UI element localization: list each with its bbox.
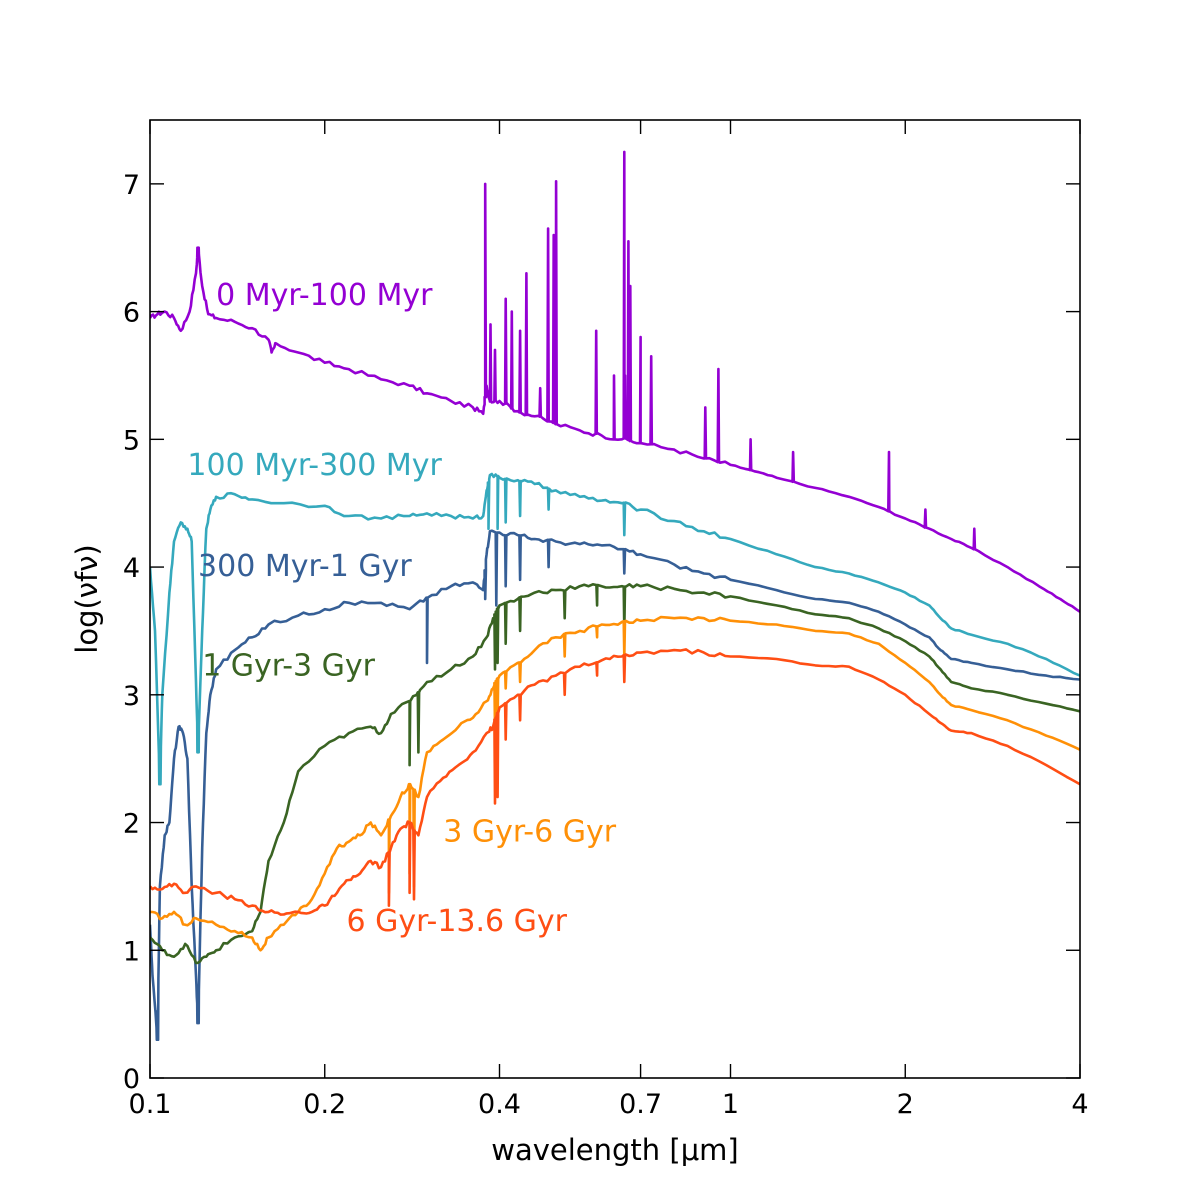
y-tick-label: 0: [123, 1064, 140, 1095]
series-line: [150, 150, 1080, 613]
y-tick-label: 5: [123, 425, 140, 456]
series-label: 100 Myr-300 Myr: [187, 448, 442, 483]
y-tick-label: 7: [123, 170, 140, 201]
x-tick-label: 0.1: [129, 1089, 172, 1120]
series-label-layer: 0 Myr-100 Myr 100 Myr-300 Myr 300 Myr-1 Gy…: [187, 278, 616, 939]
series-label: 1 Gyr-3 Gyr: [202, 649, 375, 684]
series-layer: [150, 150, 1080, 1041]
series-label: 3 Gyr-6 Gyr: [443, 815, 616, 850]
series-label: 6 Gyr-13.6 Gyr: [346, 904, 567, 939]
y-tick-label: 4: [123, 553, 140, 584]
tick-layer: 0.1 0.2 0.4 0.7 1 2 4 0 1 2 3 4 5 6 7: [123, 120, 1089, 1120]
series-line: [150, 648, 1080, 916]
plot-frame: [149, 119, 1081, 1079]
y-tick-label: 2: [123, 809, 140, 840]
y-axis-label: log(νfν): [70, 544, 104, 653]
series-line: [150, 529, 1080, 1041]
x-tick-label: 1: [722, 1089, 739, 1120]
x-tick-label: 0.4: [478, 1089, 521, 1120]
x-tick-label: 4: [1071, 1089, 1088, 1120]
y-tick-label: 3: [123, 681, 140, 712]
series-line: [150, 583, 1080, 965]
y-tick-label: 1: [123, 936, 140, 967]
series-label: 300 Myr-1 Gyr: [198, 549, 412, 584]
x-tick-label: 0.2: [303, 1089, 346, 1120]
x-tick-label: 2: [897, 1089, 914, 1120]
x-axis-label: wavelength [μm]: [491, 1133, 738, 1167]
series-line: [150, 472, 1080, 786]
x-tick-label: 0.7: [619, 1089, 662, 1120]
series-line: [150, 615, 1080, 952]
y-tick-label: 6: [123, 298, 140, 329]
series-label: 0 Myr-100 Myr: [216, 278, 433, 313]
